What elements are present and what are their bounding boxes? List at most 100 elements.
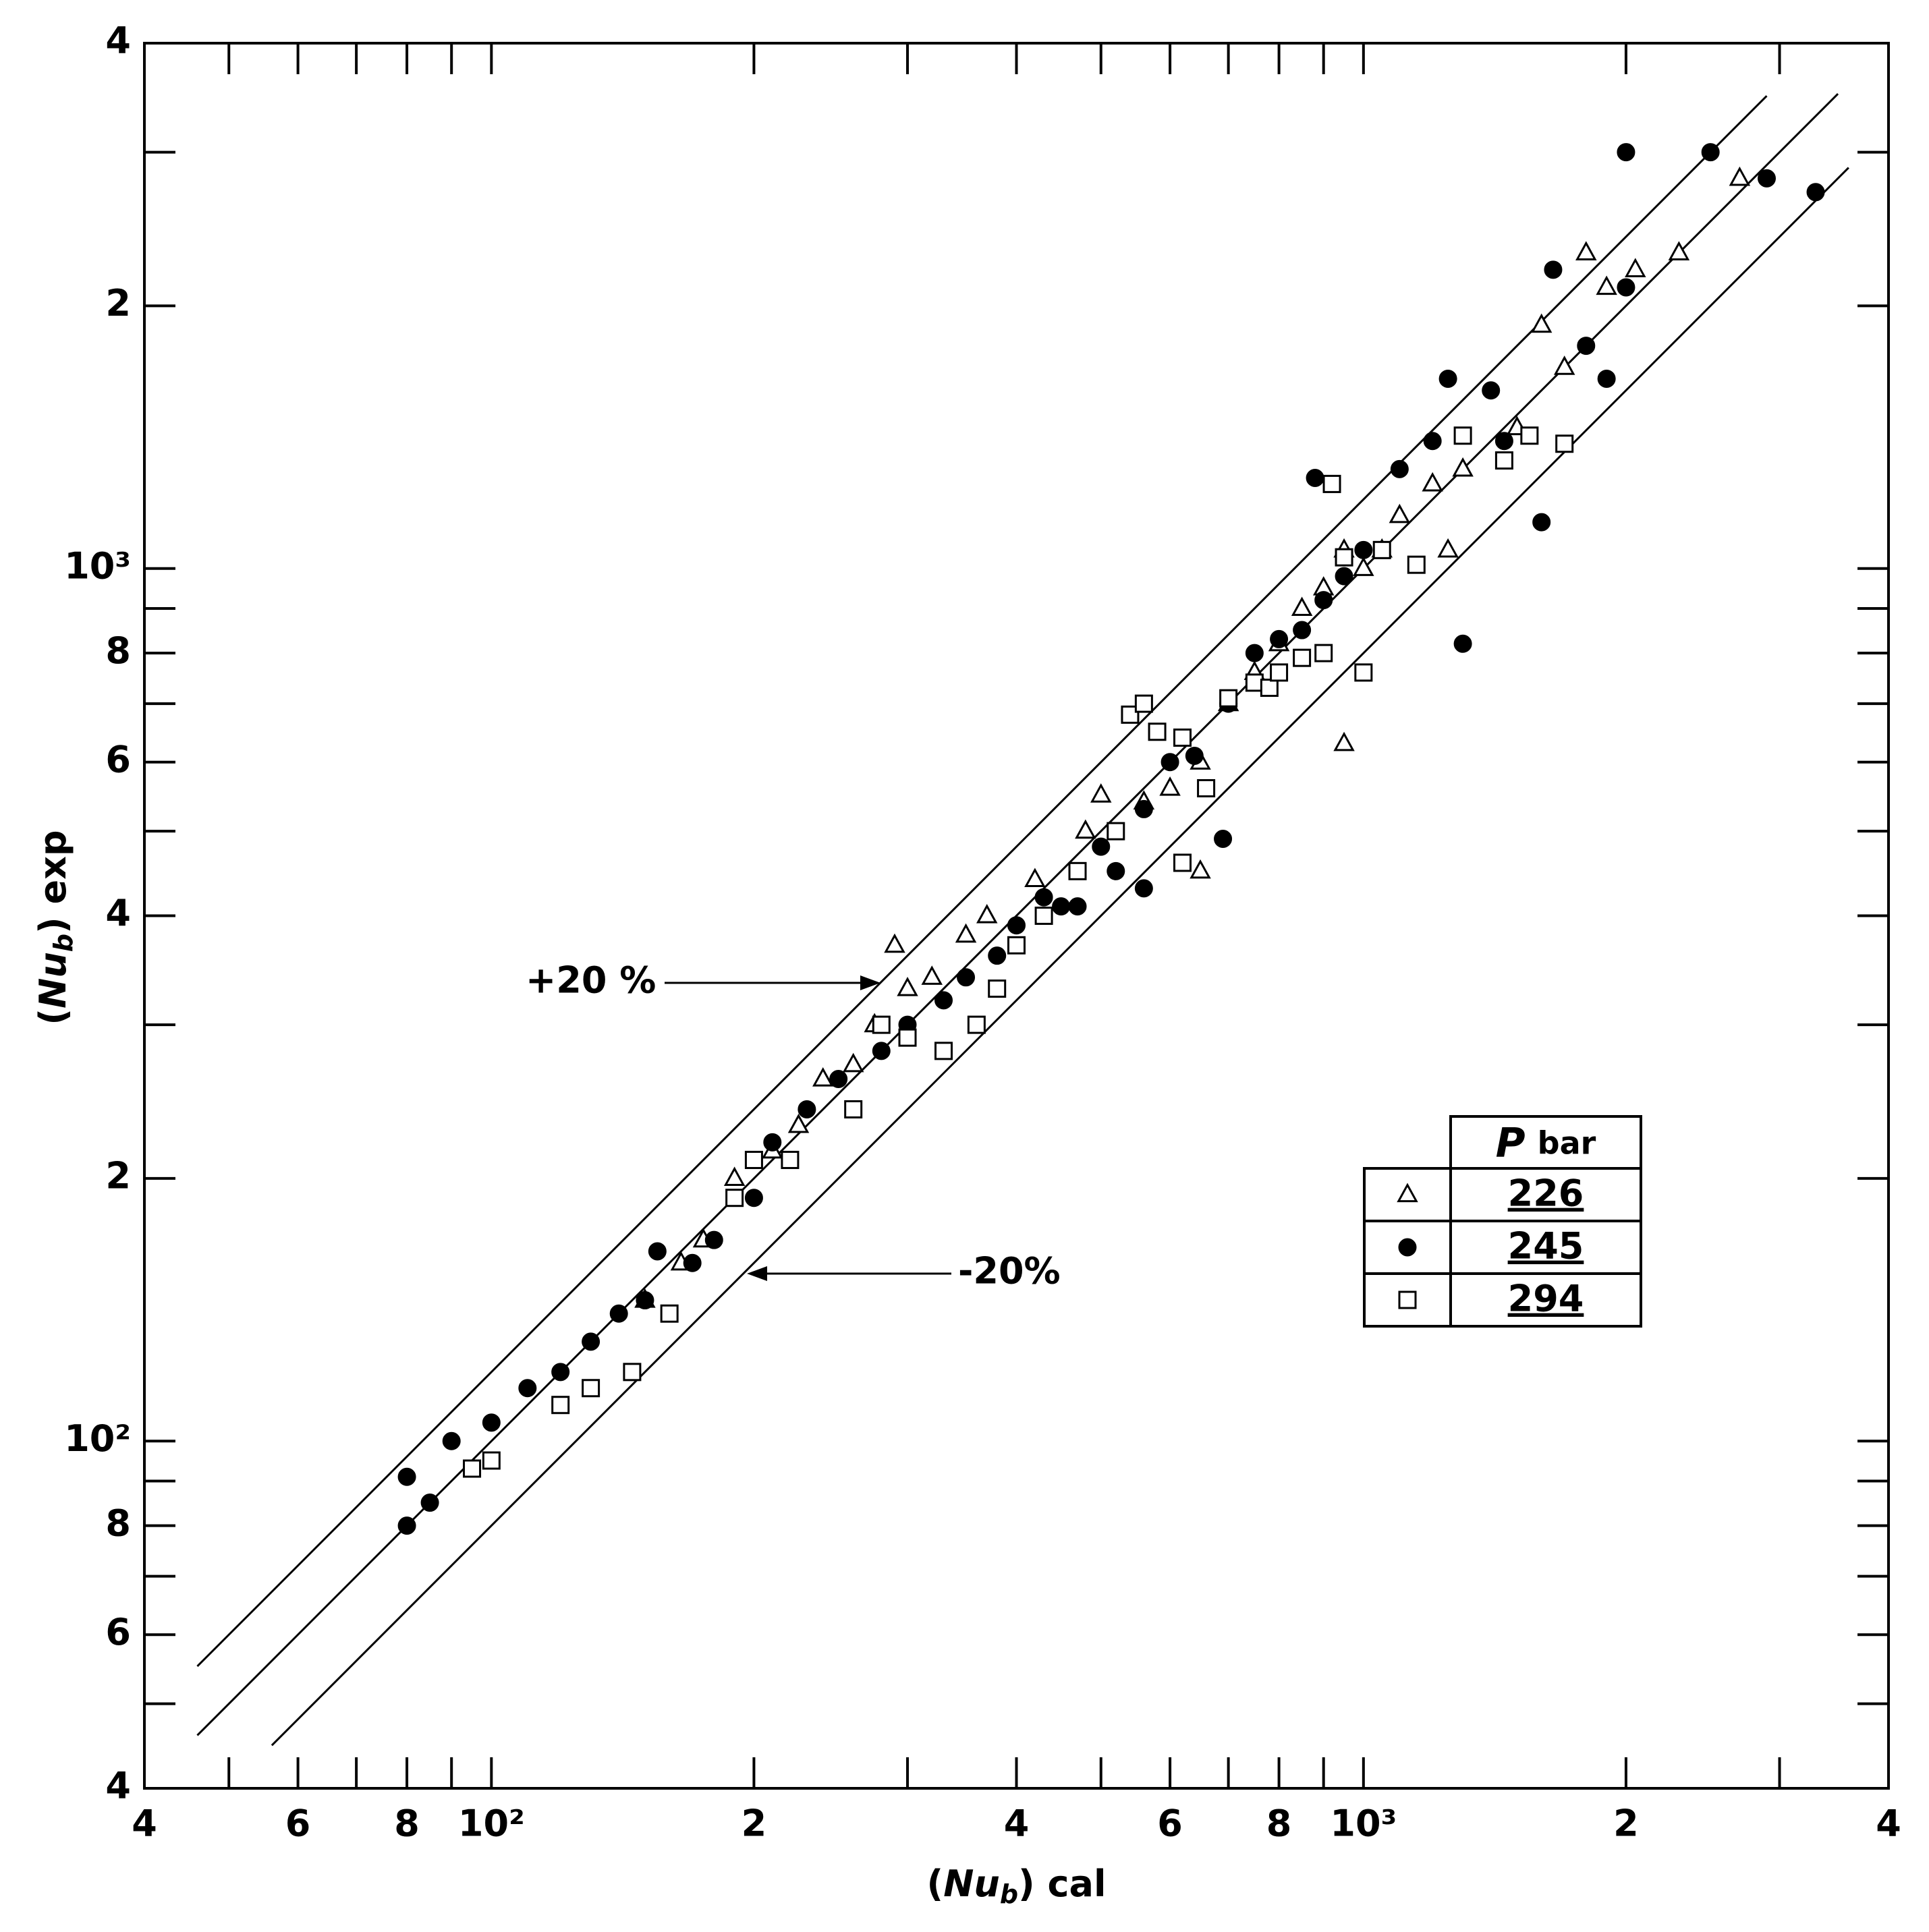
point — [1219, 689, 1238, 708]
point — [1306, 468, 1324, 487]
point — [921, 965, 943, 985]
point — [636, 1291, 654, 1310]
point — [1530, 313, 1553, 333]
point — [1668, 241, 1690, 260]
point — [829, 1069, 848, 1088]
legend-marker — [1398, 1238, 1417, 1257]
point — [1121, 705, 1140, 724]
point — [1757, 169, 1776, 188]
point — [723, 1166, 746, 1186]
point — [1389, 503, 1411, 523]
point — [844, 1100, 863, 1118]
x-tick-label: 8 — [1266, 1802, 1292, 1845]
point — [1314, 591, 1333, 610]
legend-label: 294 — [1508, 1278, 1584, 1320]
point — [1185, 746, 1204, 765]
point — [1134, 694, 1153, 713]
point — [976, 903, 998, 924]
point — [1597, 369, 1616, 388]
y-tick-label: 6 — [105, 738, 131, 780]
x-tick-label: 6 — [1157, 1802, 1183, 1845]
y-tick-label: 2 — [105, 1155, 131, 1197]
point — [1494, 451, 1513, 470]
point — [1625, 258, 1646, 277]
legend-marker — [1397, 1183, 1418, 1203]
point — [988, 946, 1007, 965]
point — [1520, 426, 1539, 445]
point — [1372, 540, 1391, 559]
point — [582, 1332, 600, 1351]
point — [744, 1189, 763, 1208]
point — [1407, 555, 1426, 574]
point — [683, 1253, 702, 1272]
point — [1293, 621, 1312, 640]
point — [1335, 567, 1353, 586]
x-tick-label: 4 — [132, 1802, 157, 1845]
point — [704, 1230, 723, 1249]
point — [1544, 260, 1563, 279]
arrow-head — [860, 975, 880, 990]
point — [1390, 459, 1409, 478]
point — [1314, 644, 1333, 662]
point — [1270, 629, 1289, 648]
x-tick-label: 2 — [1613, 1802, 1639, 1845]
point — [812, 1067, 834, 1087]
point — [397, 1516, 416, 1535]
point — [442, 1431, 461, 1450]
point — [1291, 596, 1313, 617]
legend-title-part: bar — [1538, 1125, 1596, 1161]
point — [1617, 143, 1636, 162]
point — [482, 1451, 501, 1470]
point — [787, 1113, 810, 1133]
point — [957, 968, 976, 987]
point — [1161, 753, 1179, 772]
point — [988, 979, 1007, 998]
point — [781, 1150, 800, 1169]
point — [1148, 722, 1167, 741]
legend-cell — [1449, 1272, 1642, 1328]
point — [609, 1304, 628, 1323]
point — [934, 991, 953, 1010]
point — [1092, 837, 1111, 856]
x-axis-label: (Nub) cal — [927, 1863, 1107, 1909]
point — [1354, 663, 1373, 682]
point — [1422, 472, 1443, 492]
point — [551, 1363, 570, 1382]
reference-line — [271, 167, 1849, 1746]
point — [1437, 538, 1459, 558]
point — [1353, 557, 1374, 576]
point — [1729, 166, 1751, 186]
point — [1007, 936, 1026, 955]
point — [934, 1042, 953, 1060]
point — [1107, 861, 1125, 880]
point — [623, 1363, 642, 1382]
y-tick-label: 6 — [105, 1611, 131, 1653]
point — [1090, 783, 1112, 803]
point — [1024, 868, 1046, 888]
point — [1270, 663, 1289, 682]
point — [1453, 634, 1472, 653]
point — [1068, 897, 1087, 916]
point — [1555, 434, 1574, 453]
x-tick-label: 8 — [394, 1802, 420, 1845]
legend-label: 226 — [1508, 1172, 1584, 1215]
point — [1806, 183, 1825, 202]
y-tick-label: 8 — [105, 629, 131, 672]
y-tick-label: 10² — [64, 1417, 131, 1460]
x-tick-label: 4 — [1876, 1802, 1901, 1845]
point — [1453, 426, 1472, 445]
point — [1107, 822, 1125, 841]
point — [1322, 474, 1341, 493]
point — [1553, 356, 1575, 375]
y-tick-label: 4 — [105, 20, 131, 62]
point — [1701, 143, 1720, 162]
y-axis-label-part: b — [49, 934, 78, 952]
point — [660, 1304, 679, 1323]
point — [897, 977, 918, 996]
point — [1532, 513, 1551, 532]
point — [1354, 540, 1373, 559]
point — [872, 1042, 891, 1060]
point — [1052, 897, 1071, 916]
y-tick-label: 4 — [105, 892, 131, 934]
